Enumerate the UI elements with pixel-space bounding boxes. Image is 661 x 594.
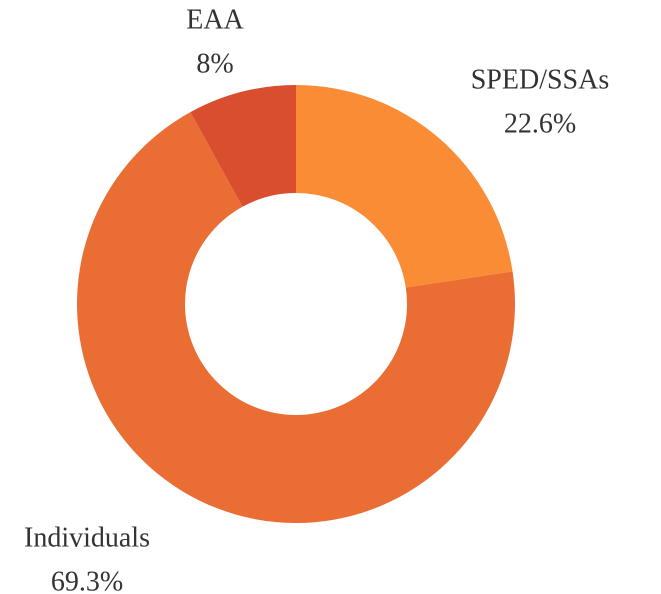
slice-value-label: 69.3%	[51, 566, 123, 594]
donut-slice	[76, 112, 515, 524]
slice-value-label: 22.6%	[504, 108, 576, 139]
donut-slice	[296, 85, 513, 288]
slice-value-label: 8%	[196, 48, 233, 79]
slice-label: Individuals	[24, 522, 150, 553]
donut-slice	[190, 85, 296, 207]
slice-label: SPED/SSAs	[471, 64, 610, 95]
slice-label: EAA	[186, 4, 244, 35]
